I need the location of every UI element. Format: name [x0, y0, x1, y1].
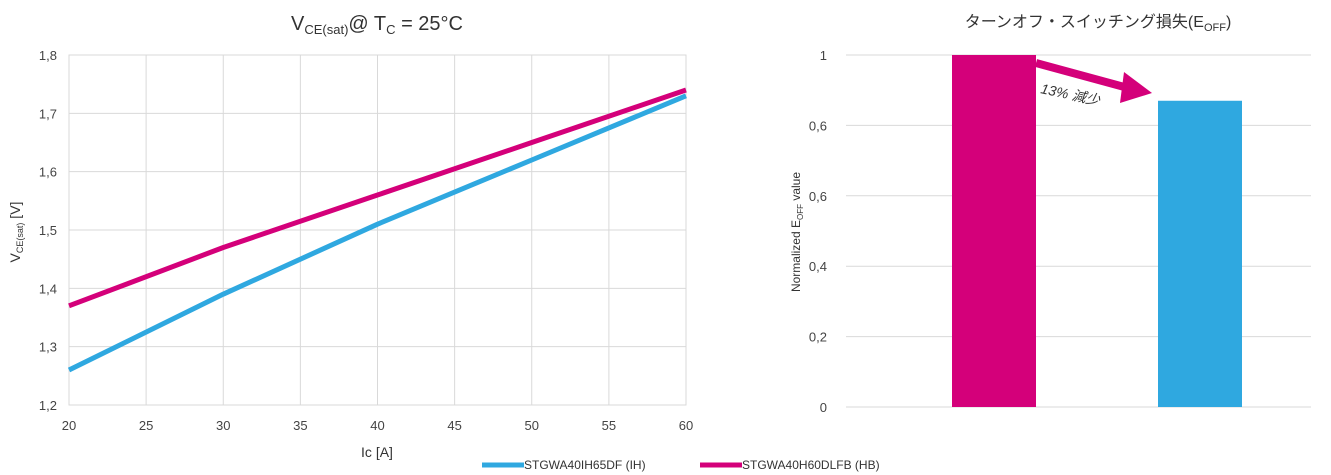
line-chart-x-tick: 45: [447, 418, 461, 433]
line-chart-x-tick: 50: [525, 418, 539, 433]
line-chart-x-label: Ic [A]: [361, 444, 393, 460]
line-chart-series: [67, 87, 687, 373]
bar-chart-y-tick: 0,6: [809, 189, 827, 204]
line-chart-x-tick: 20: [62, 418, 76, 433]
line-chart-x-tick: 55: [602, 418, 616, 433]
bar-hb: [952, 55, 1036, 407]
line-chart-y-tick: 1,7: [39, 106, 57, 121]
line-chart-x-tick: 30: [216, 418, 230, 433]
legend-label-hb: STGWA40H60DLFB (HB): [742, 458, 880, 472]
reduction-arrow-head: [1120, 72, 1152, 103]
line-chart-y-tick: 1,4: [39, 281, 57, 296]
line-chart-grid: [68, 54, 687, 406]
legend: STGWA40IH65DF (IH) STGWA40H60DLFB (HB): [482, 458, 880, 472]
bar-chart-title: ターンオフ・スイッチング損失(EOFF): [965, 13, 1232, 34]
series-line-ih: [67, 93, 687, 373]
reduction-arrow: [1034, 59, 1152, 103]
bar-chart-y-tick: 0,4: [809, 259, 827, 274]
line-chart-x-ticks: 20 25 30 35 40 45 50 55 60: [62, 418, 693, 433]
series-line-hb: [68, 87, 687, 309]
reduction-annotation: 13% 減少: [1039, 80, 1102, 108]
bar-chart-bars: [952, 55, 1242, 407]
line-chart-title: VCE(sat)@ TC = 25°C: [291, 13, 463, 37]
line-chart-vce: VCE(sat)@ TC = 25°C 1,21,31,41,51,61,71,…: [7, 13, 693, 460]
bar-chart-y-tick: 0,6: [809, 118, 827, 133]
line-chart-x-tick: 60: [679, 418, 693, 433]
line-chart-x-tick: 25: [139, 418, 153, 433]
line-chart-y-label: VCE(sat) [V]: [7, 202, 25, 263]
bar-chart-y-ticks: 0 0,2 0,4 0,6 0,6 1: [809, 48, 827, 415]
bar-ih: [1158, 100, 1242, 407]
legend-label-ih: STGWA40IH65DF (IH): [524, 458, 646, 472]
line-chart-y-tick: 1,8: [39, 48, 57, 63]
bar-chart-eoff: ターンオフ・スイッチング損失(EOFF) 0 0,2 0,4 0,6 0,6 1 Norm…: [789, 13, 1311, 415]
line-chart-x-tick: 35: [293, 418, 307, 433]
line-chart-y-tick: 1,5: [39, 223, 57, 238]
line-chart-y-tick: 1,6: [39, 165, 57, 180]
line-chart-y-tick: 1,2: [39, 398, 57, 413]
reduction-arrow-shaft: [1034, 59, 1130, 92]
bar-chart-y-tick: 0: [820, 400, 827, 415]
line-chart-y-ticks: 1,2 1,3 1,4 1,5 1,6 1,7 1,8: [39, 48, 57, 413]
bar-chart-y-tick: 0,2: [809, 330, 827, 345]
bar-chart-y-label: Normalized EOFF value: [789, 172, 805, 292]
line-chart-x-tick: 40: [370, 418, 384, 433]
bar-chart-y-tick: 1: [820, 48, 827, 63]
line-chart-y-tick: 1,3: [39, 340, 57, 355]
